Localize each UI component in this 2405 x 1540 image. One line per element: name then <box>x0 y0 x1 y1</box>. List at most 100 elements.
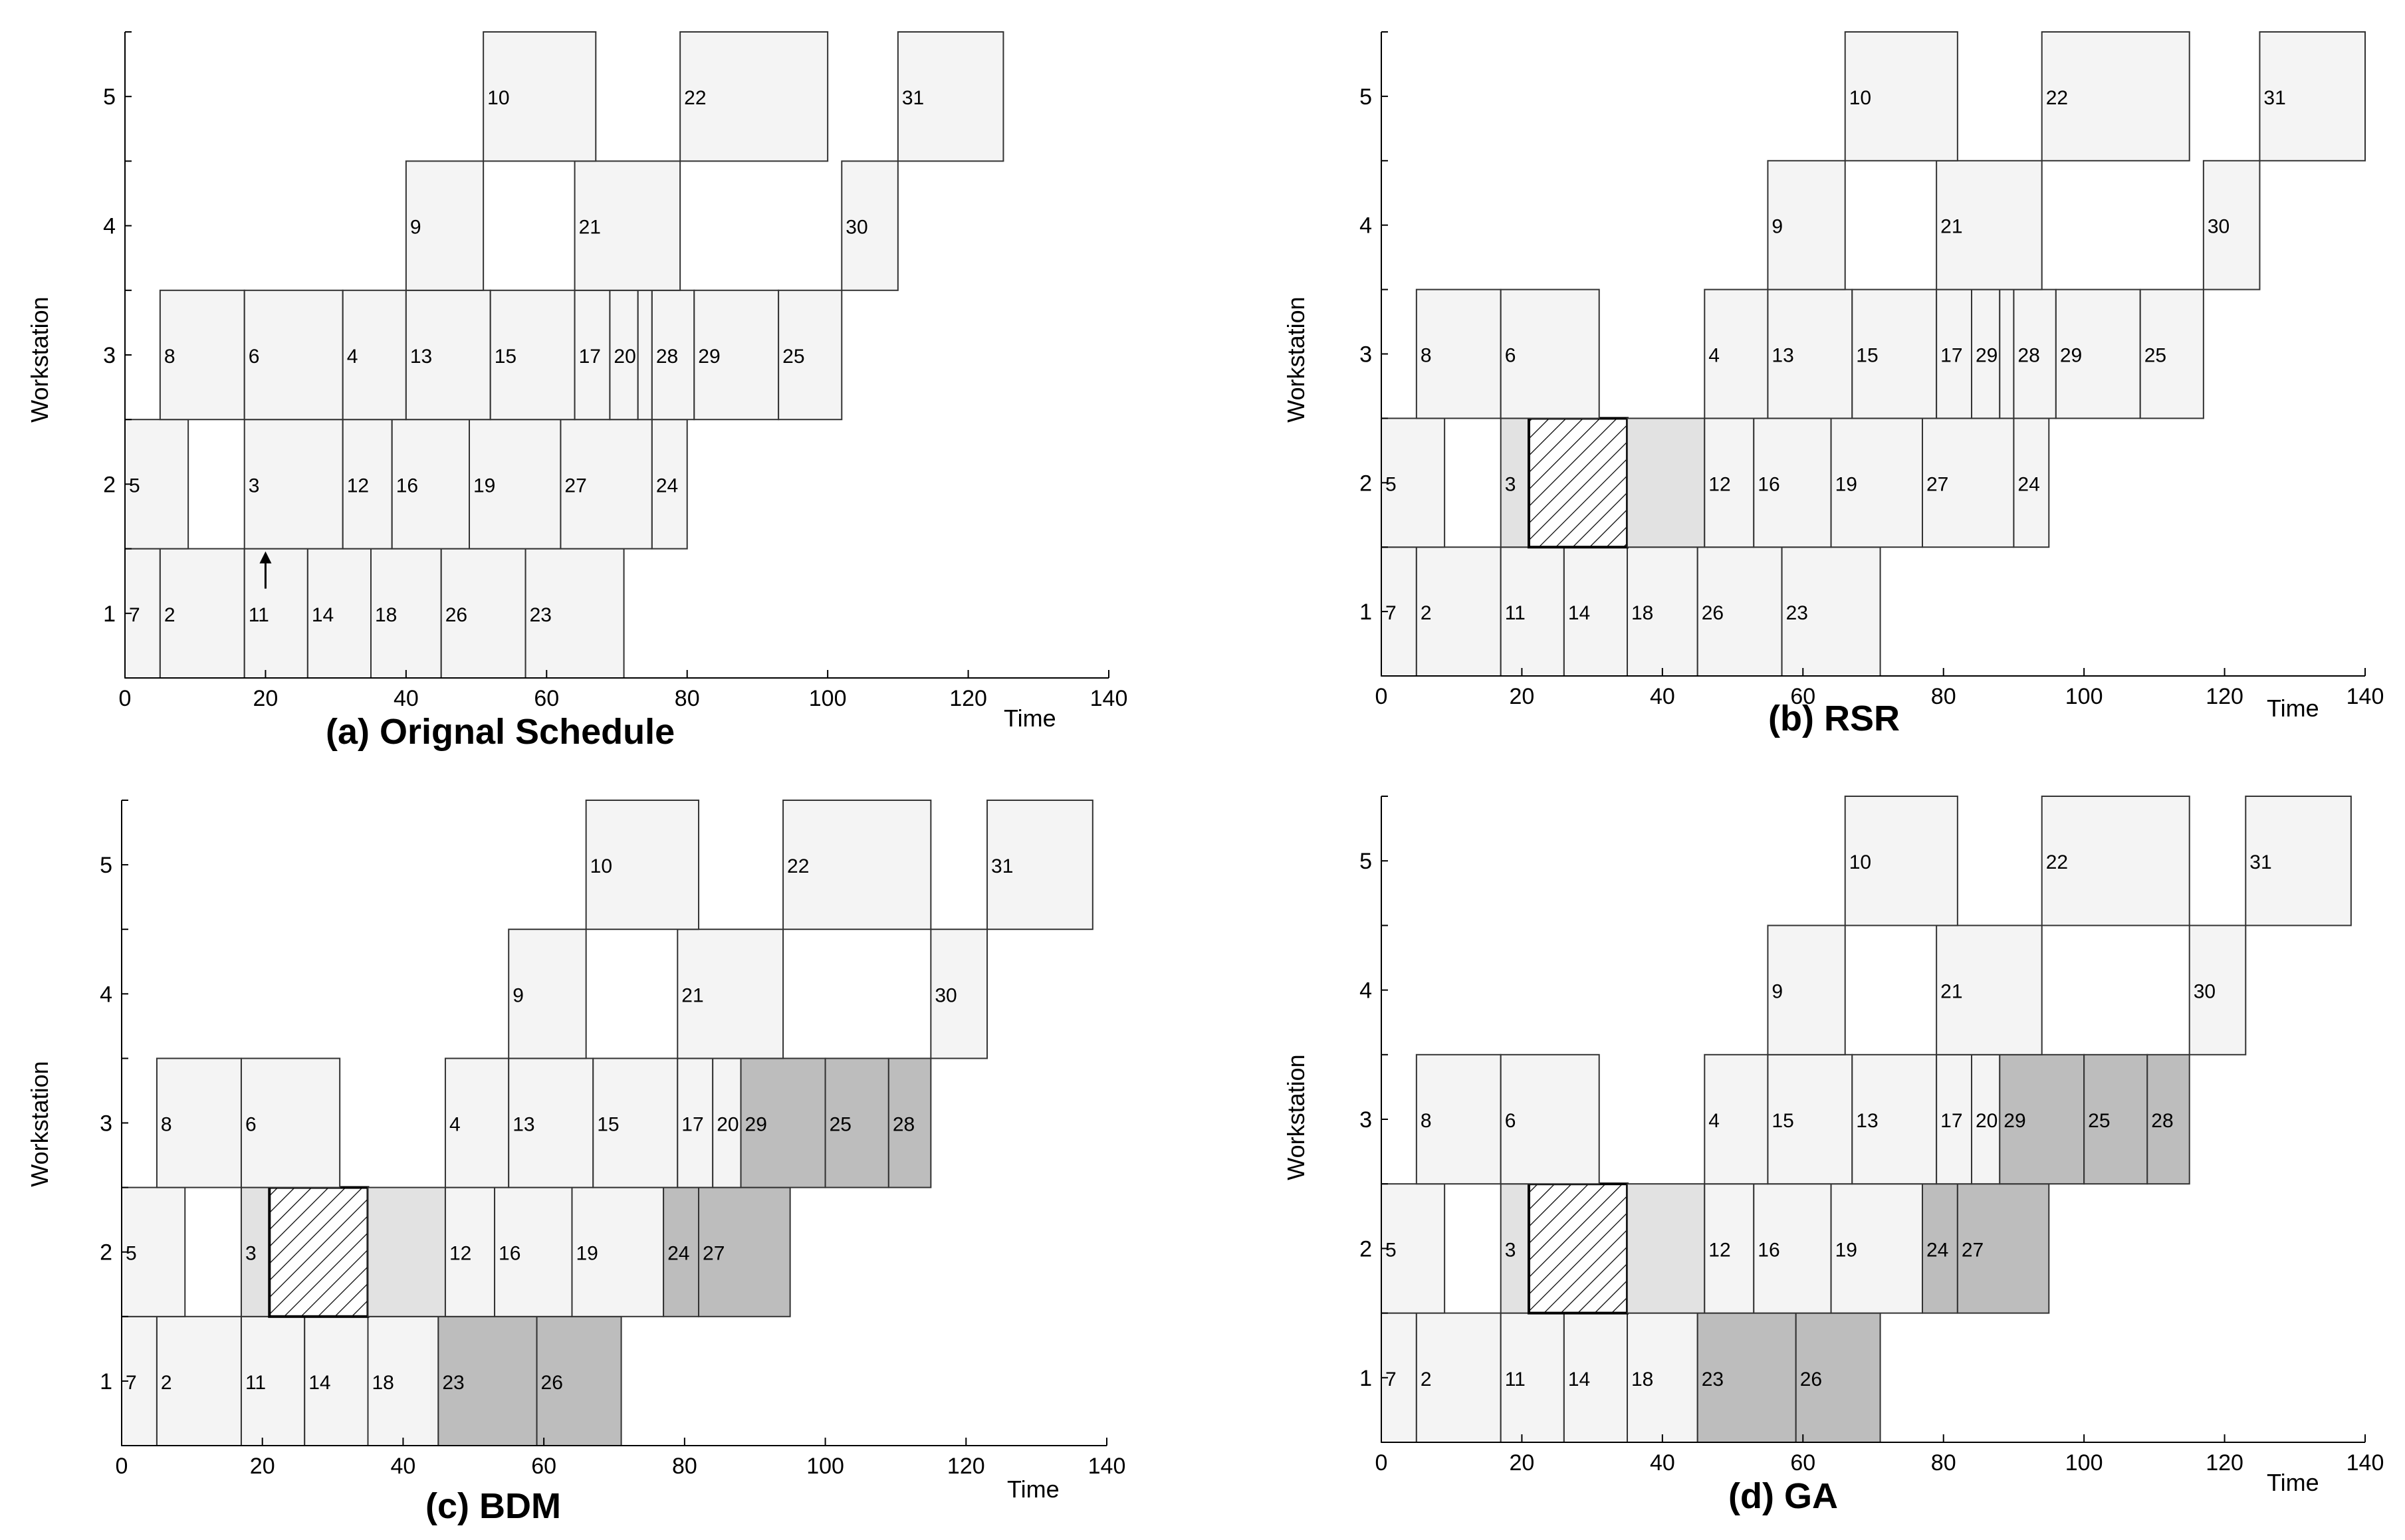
task-bar <box>1528 1182 1629 1315</box>
task-label: 10 <box>590 855 612 877</box>
x-tick-label: 60 <box>1790 1450 1815 1476</box>
task-label: 2 <box>1421 1369 1432 1390</box>
task-bar <box>679 31 829 162</box>
x-tick-label: 80 <box>1931 1450 1956 1476</box>
task-label: 16 <box>396 475 418 496</box>
task-label: 22 <box>2046 87 2068 109</box>
y-tick-label: 1 <box>1359 1366 1372 1391</box>
y-tick-label: 3 <box>103 343 116 368</box>
x-axis-label: Time <box>1004 705 1056 732</box>
task-bar <box>2202 160 2261 290</box>
task-bar <box>367 1186 446 1317</box>
task-bar <box>342 419 393 550</box>
task-label: 28 <box>2017 345 2039 367</box>
task-label: 23 <box>1786 602 1808 624</box>
task-bar <box>1956 1183 2050 1314</box>
task-label: 19 <box>1835 473 1857 495</box>
task-bar <box>306 548 372 679</box>
task-label: 3 <box>1505 1239 1516 1261</box>
task-bar <box>712 1057 742 1188</box>
task-label: 2 <box>1421 602 1432 624</box>
task-label: 21 <box>1940 216 1962 238</box>
x-tick-label: 120 <box>949 686 987 711</box>
task-bar <box>1500 417 1530 548</box>
x-tick-label: 100 <box>806 1454 844 1479</box>
task-label: 15 <box>1856 345 1878 367</box>
chart-panel-b: Workstation 7 2 11 14 18 26 23 5 3 12 16 19 27 24 8 6 4 1… <box>1256 0 2405 764</box>
task-label: 24 <box>2017 473 2039 495</box>
task-label: 5 <box>1385 1239 1397 1261</box>
task-bar <box>508 1057 594 1188</box>
task-label: 18 <box>375 604 397 626</box>
task-label: 28 <box>2151 1110 2173 1132</box>
task-bar <box>693 289 780 421</box>
task-bar <box>1704 1053 1769 1185</box>
task-label: 16 <box>1758 1239 1779 1261</box>
task-bar <box>405 289 491 421</box>
task-label: 26 <box>1800 1369 1822 1390</box>
task-bar <box>243 419 344 550</box>
task-label: 15 <box>1772 1110 1793 1132</box>
task-bar <box>1795 1312 1881 1443</box>
task-bar <box>585 800 700 931</box>
task-label: 3 <box>249 475 260 496</box>
task-bar <box>1936 288 1973 419</box>
task-bar <box>1381 1183 1446 1314</box>
x-tick-label: 0 <box>119 686 132 711</box>
task-bar <box>2259 31 2366 162</box>
task-label: 28 <box>893 1114 915 1136</box>
task-label: 4 <box>449 1114 461 1136</box>
task-label: 25 <box>2088 1110 2110 1132</box>
y-tick-label: 4 <box>100 982 112 1007</box>
task-label: 29 <box>698 346 720 368</box>
task-label: 29 <box>1976 345 1998 367</box>
task-label: 17 <box>579 346 601 368</box>
task-label: 2 <box>164 604 175 626</box>
task-bar <box>489 289 576 421</box>
task-label: 30 <box>2208 216 2230 238</box>
y-tick-label: 4 <box>1359 213 1372 239</box>
task-bar <box>1922 417 2015 548</box>
x-tick-label: 80 <box>675 686 700 711</box>
x-tick-label: 60 <box>534 686 559 711</box>
x-axis-label: Time <box>2267 1469 2319 1496</box>
task-bar <box>159 548 245 679</box>
y-tick-label: 5 <box>1359 84 1372 110</box>
y-tick-label: 1 <box>103 602 116 627</box>
task-label: 6 <box>1505 1110 1516 1132</box>
chart-title-d: (d) GA <box>1728 1476 1838 1516</box>
task-bar <box>1971 288 2001 419</box>
y-tick-label: 5 <box>100 853 112 878</box>
task-label: 6 <box>245 1114 257 1136</box>
task-label: 8 <box>1421 345 1432 367</box>
task-label: 20 <box>614 346 635 368</box>
task-label: 4 <box>1708 1110 1720 1132</box>
x-tick-label: 100 <box>2065 684 2103 709</box>
x-tick-label: 100 <box>2065 1450 2103 1476</box>
task-label: 9 <box>1772 981 1783 1003</box>
task-label: 8 <box>1421 1110 1432 1132</box>
task-label: 23 <box>530 604 552 626</box>
task-bar <box>1844 31 1958 162</box>
task-bar <box>1936 160 2043 290</box>
task-bar <box>2041 796 2190 927</box>
task-bar <box>1627 1183 1706 1314</box>
chart-title-a: (a) Orignal Schedule <box>326 712 675 752</box>
task-bar <box>2188 925 2247 1055</box>
x-tick-label: 80 <box>1931 684 1956 709</box>
task-bar <box>1528 417 1629 549</box>
task-bar <box>1767 1053 1853 1185</box>
task-label: 26 <box>541 1372 563 1394</box>
task-label: 7 <box>1385 1369 1397 1390</box>
task-bar <box>2245 796 2352 927</box>
task-label: 13 <box>1856 1110 1878 1132</box>
task-bar <box>437 1315 538 1446</box>
task-label: 13 <box>410 346 432 368</box>
task-label: 21 <box>579 217 601 239</box>
task-label: 10 <box>1849 87 1871 109</box>
task-bar <box>342 289 407 421</box>
task-bar <box>560 419 653 550</box>
task-bar <box>367 1315 439 1446</box>
task-label: 12 <box>1708 473 1730 495</box>
x-axis-label: Time <box>1007 1476 1060 1503</box>
